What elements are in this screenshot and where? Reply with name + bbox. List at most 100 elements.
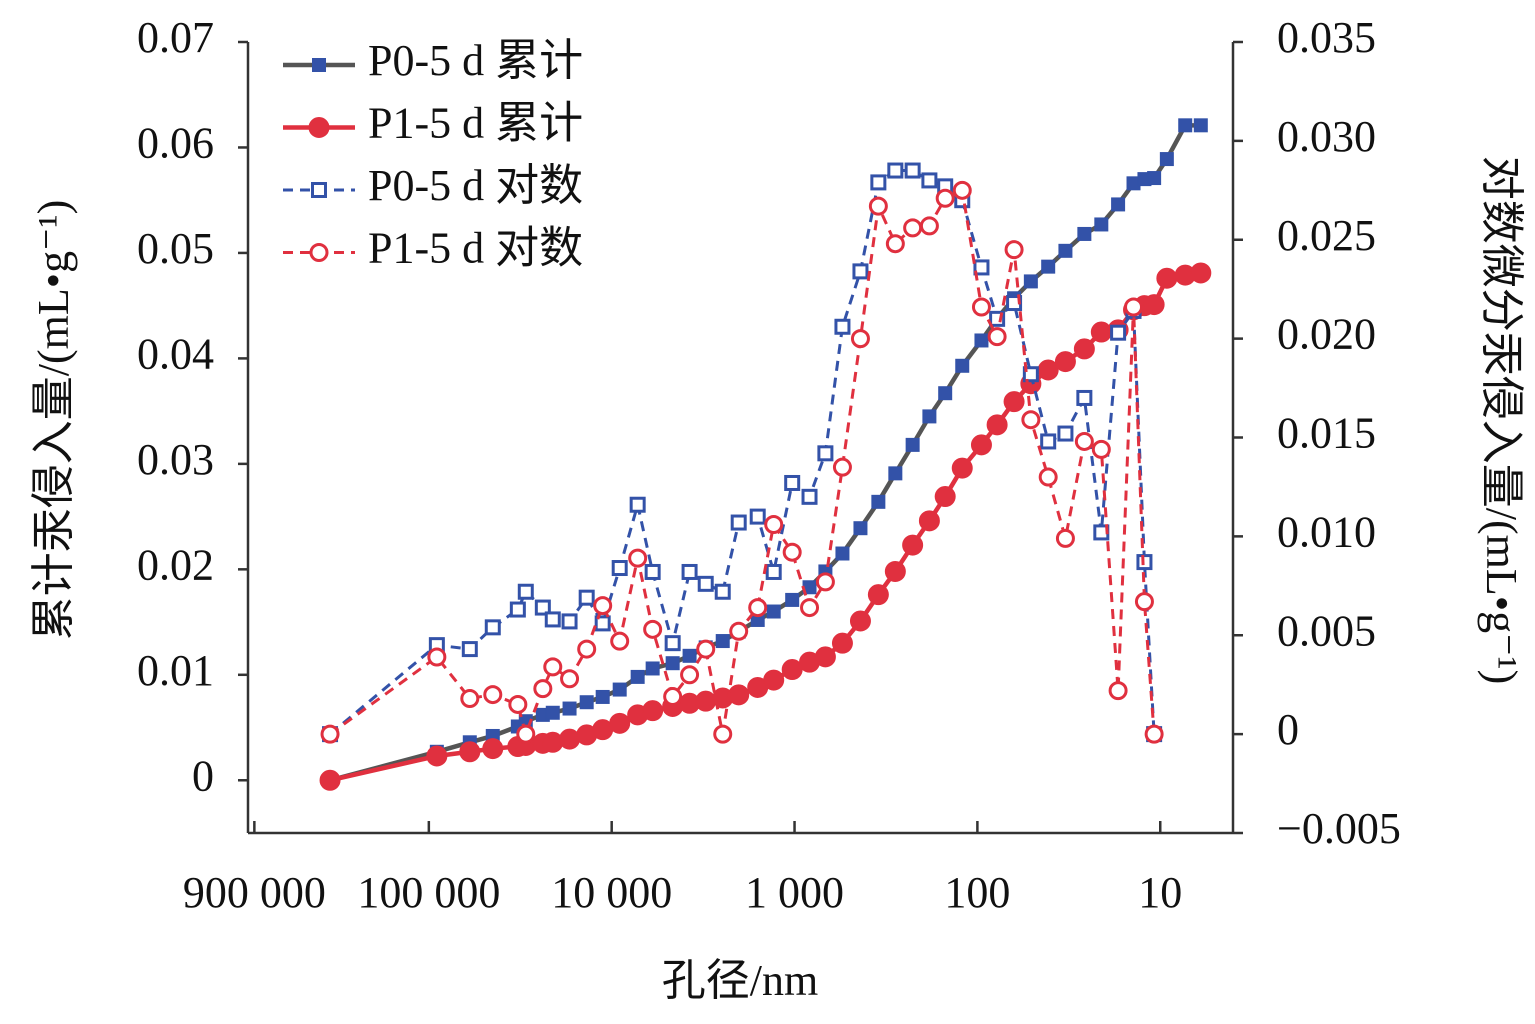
marker (884, 560, 906, 582)
marker (482, 738, 504, 760)
marker (1054, 351, 1076, 373)
legend-label: P1-5 d 对数 (368, 224, 583, 273)
marker (544, 611, 561, 628)
marker (612, 682, 627, 697)
marker (533, 679, 553, 699)
marker (1074, 431, 1094, 451)
legend-marker (308, 117, 330, 138)
marker (784, 474, 801, 491)
marker (955, 358, 970, 373)
y2-tick-label: 0.035 (1277, 13, 1376, 62)
x-tick-label: 1 000 (745, 868, 844, 917)
y-axis-label: 累计汞侵入量/(mL•g⁻¹) (29, 200, 78, 640)
y-tick-label: 0.05 (137, 224, 214, 273)
marker (534, 599, 551, 616)
marker (642, 700, 664, 722)
y2-tick-label: 0.010 (1277, 507, 1376, 556)
marker (595, 689, 610, 704)
marker (986, 414, 1008, 436)
marker (516, 724, 536, 744)
marker (697, 575, 714, 592)
marker (902, 534, 924, 556)
marker (714, 583, 731, 600)
marker (974, 333, 989, 348)
marker (934, 486, 956, 508)
legend-label: P1-5 d 累计 (368, 99, 583, 148)
marker (970, 434, 992, 456)
y-tick-label: 0.01 (137, 646, 214, 695)
marker (594, 615, 611, 632)
marker (1143, 294, 1165, 316)
marker (559, 728, 581, 750)
marker (764, 515, 784, 535)
marker (938, 386, 953, 401)
marker (782, 542, 802, 562)
marker (1022, 366, 1039, 383)
marker (1108, 681, 1128, 701)
marker (867, 584, 889, 606)
marker (561, 613, 578, 630)
marker (427, 647, 447, 667)
marker (682, 648, 697, 663)
marker (713, 724, 733, 744)
marker (1077, 226, 1092, 241)
x-tick-label: 900 000 (183, 868, 326, 917)
marker (815, 572, 835, 592)
marker (681, 563, 698, 580)
marker (664, 635, 681, 652)
marker (952, 180, 972, 200)
marker (748, 598, 768, 618)
marker (1003, 391, 1025, 413)
y2-tick-label: 0.005 (1277, 606, 1376, 655)
marker (630, 669, 645, 684)
y-tick-label: 0.06 (137, 119, 214, 168)
marker (1190, 262, 1212, 284)
marker (611, 560, 628, 577)
marker (645, 661, 660, 676)
y2-tick-label: −0.005 (1277, 804, 1401, 853)
marker (885, 234, 905, 254)
marker (1076, 389, 1093, 406)
marker (831, 632, 853, 654)
marker (730, 514, 747, 531)
marker (1178, 118, 1193, 133)
marker (1124, 297, 1144, 317)
marker (728, 684, 750, 706)
marker (973, 259, 990, 276)
marker (904, 162, 921, 179)
marker (801, 488, 818, 505)
marker (1038, 467, 1058, 487)
marker (543, 657, 563, 677)
marker (517, 583, 534, 600)
marker (919, 216, 939, 236)
y-tick-label: 0.04 (137, 329, 214, 378)
marker (987, 327, 1007, 347)
marker (1055, 528, 1075, 548)
marker (461, 641, 478, 658)
marker (1023, 274, 1038, 289)
marker (1156, 267, 1178, 289)
x-tick-label: 10 (1138, 868, 1182, 917)
marker (577, 639, 597, 659)
marker (868, 196, 888, 216)
marker (1193, 118, 1208, 133)
marker (817, 445, 834, 462)
marker (560, 669, 580, 689)
y-tick-label: 0.03 (137, 435, 214, 484)
marker (483, 685, 503, 705)
marker (887, 162, 904, 179)
marker (905, 437, 920, 452)
y2-tick-label: 0.030 (1277, 112, 1376, 161)
marker (852, 263, 869, 280)
marker (888, 466, 903, 481)
marker (579, 695, 594, 710)
legend-marker (311, 182, 327, 198)
marker (1058, 243, 1073, 258)
marker (1040, 433, 1057, 450)
marker (834, 318, 851, 335)
marker (1073, 338, 1095, 360)
legend-label: P0-5 d 对数 (368, 161, 583, 210)
marker (609, 712, 631, 734)
marker (971, 297, 991, 317)
